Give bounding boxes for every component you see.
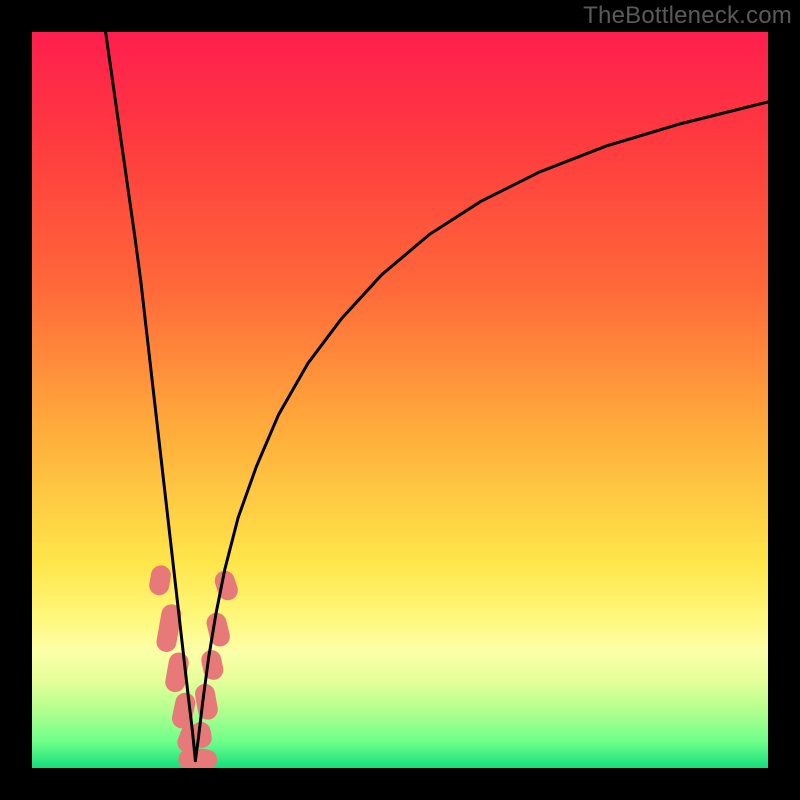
lozenge-marker [148,564,173,597]
curve-layer [32,32,768,768]
curve-right [195,102,768,761]
lozenge-marker [199,648,225,682]
lozenge-marker [212,568,240,603]
plot-area [32,32,768,768]
watermark-text: TheBottleneck.com [583,2,792,30]
curve-left [106,32,196,761]
stage: TheBottleneck.com [0,0,800,800]
lozenge-marker [204,611,232,649]
lozenge-marker [193,682,219,721]
